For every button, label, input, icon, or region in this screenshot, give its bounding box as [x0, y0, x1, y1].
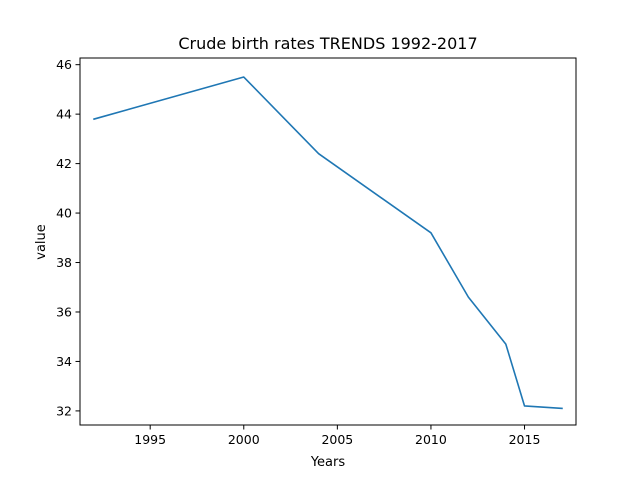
- plot-area: [79, 57, 577, 426]
- y-tick-label: 36: [56, 304, 72, 319]
- x-tick-label: 2015: [509, 432, 541, 447]
- y-axis-label: value: [34, 224, 49, 260]
- x-axis-label: Years: [310, 455, 346, 470]
- x-tick-label: 2005: [321, 432, 353, 447]
- y-tick-label: 46: [56, 57, 72, 72]
- x-tick-label: 2010: [415, 432, 447, 447]
- series-line-0: [93, 76, 563, 410]
- x-tick-label: 1995: [134, 432, 166, 447]
- x-tick-label: 2000: [228, 432, 260, 447]
- y-tick-label: 42: [56, 156, 72, 171]
- y-tick-label: 38: [56, 255, 72, 270]
- y-tick-label: 34: [56, 354, 72, 369]
- plot-frame: [79, 57, 577, 426]
- y-tick-label: 32: [56, 403, 72, 418]
- y-tick-label: 40: [56, 206, 72, 221]
- axis-ticks: 1995 2000 2005 2010 2015 32 34 36 38 40 42 44 46: [56, 57, 540, 447]
- chart-title: Crude birth rates TRENDS 1992-2017: [178, 34, 477, 53]
- y-tick-label: 44: [56, 107, 72, 122]
